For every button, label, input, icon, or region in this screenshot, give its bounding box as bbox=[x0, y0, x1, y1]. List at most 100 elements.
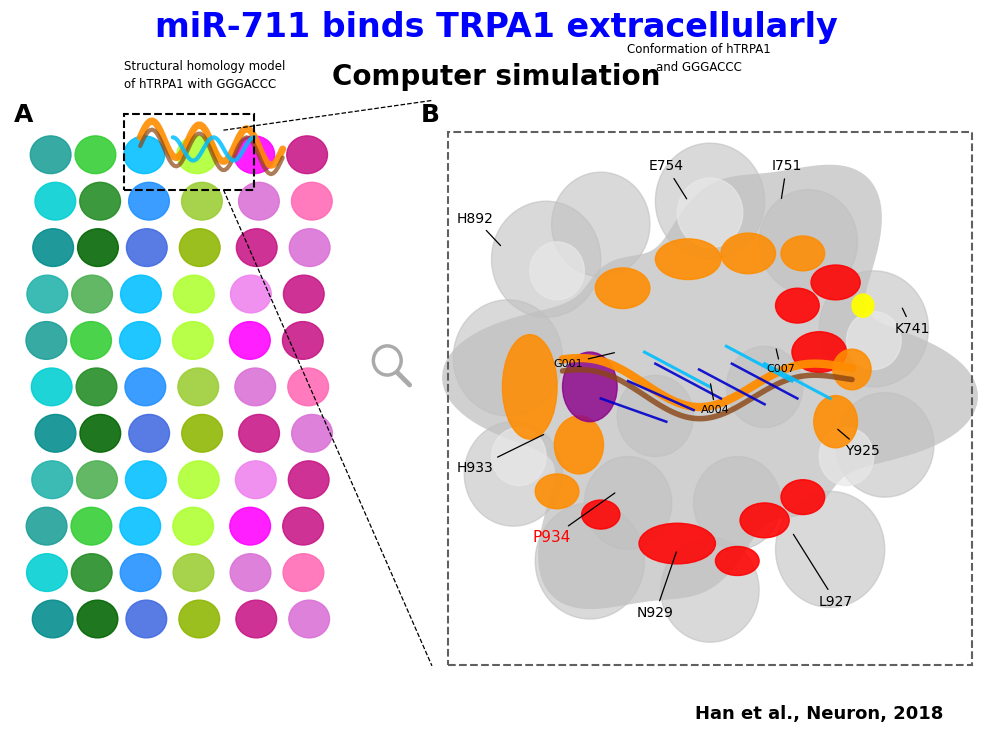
Circle shape bbox=[693, 457, 780, 549]
Ellipse shape bbox=[75, 136, 116, 173]
Ellipse shape bbox=[182, 182, 222, 220]
Ellipse shape bbox=[535, 474, 579, 509]
Text: I751: I751 bbox=[772, 159, 801, 199]
Ellipse shape bbox=[289, 228, 330, 266]
Ellipse shape bbox=[71, 554, 112, 591]
Ellipse shape bbox=[27, 275, 68, 313]
Circle shape bbox=[464, 422, 562, 526]
Ellipse shape bbox=[740, 503, 789, 538]
Ellipse shape bbox=[833, 349, 871, 390]
Ellipse shape bbox=[288, 368, 329, 405]
Ellipse shape bbox=[180, 228, 220, 266]
Text: C007: C007 bbox=[767, 349, 795, 374]
Ellipse shape bbox=[173, 554, 213, 591]
Circle shape bbox=[819, 271, 928, 387]
Ellipse shape bbox=[283, 554, 324, 591]
Circle shape bbox=[819, 428, 874, 486]
Ellipse shape bbox=[289, 600, 330, 638]
Circle shape bbox=[660, 538, 759, 642]
Ellipse shape bbox=[35, 182, 75, 220]
Text: Conformation of hTRPA1
and GGGACCC: Conformation of hTRPA1 and GGGACCC bbox=[628, 42, 771, 74]
Ellipse shape bbox=[780, 480, 824, 515]
Ellipse shape bbox=[780, 236, 824, 271]
Circle shape bbox=[535, 503, 644, 619]
Ellipse shape bbox=[79, 182, 120, 220]
Ellipse shape bbox=[582, 500, 620, 529]
Ellipse shape bbox=[236, 600, 277, 638]
Ellipse shape bbox=[721, 233, 776, 274]
Circle shape bbox=[453, 300, 562, 416]
Circle shape bbox=[492, 201, 601, 317]
Ellipse shape bbox=[76, 368, 117, 405]
Circle shape bbox=[846, 312, 902, 370]
Ellipse shape bbox=[282, 321, 323, 359]
Ellipse shape bbox=[27, 554, 68, 591]
Ellipse shape bbox=[177, 136, 217, 173]
Ellipse shape bbox=[77, 228, 118, 266]
Ellipse shape bbox=[283, 275, 324, 313]
Ellipse shape bbox=[791, 332, 846, 372]
Text: G001: G001 bbox=[553, 353, 615, 369]
Ellipse shape bbox=[238, 182, 279, 220]
Text: K741: K741 bbox=[895, 308, 929, 336]
Ellipse shape bbox=[292, 182, 333, 220]
Ellipse shape bbox=[120, 507, 161, 545]
Ellipse shape bbox=[230, 554, 271, 591]
Text: Computer simulation: Computer simulation bbox=[333, 63, 660, 92]
Ellipse shape bbox=[125, 461, 166, 498]
Ellipse shape bbox=[283, 507, 324, 545]
Ellipse shape bbox=[26, 321, 67, 359]
Ellipse shape bbox=[776, 288, 819, 323]
Text: L927: L927 bbox=[793, 534, 853, 609]
Ellipse shape bbox=[179, 461, 219, 498]
Ellipse shape bbox=[32, 368, 72, 405]
Ellipse shape bbox=[715, 546, 760, 576]
Ellipse shape bbox=[124, 136, 165, 173]
Ellipse shape bbox=[554, 416, 604, 474]
Ellipse shape bbox=[126, 228, 167, 266]
Ellipse shape bbox=[71, 507, 112, 545]
Circle shape bbox=[552, 172, 649, 277]
Ellipse shape bbox=[129, 414, 170, 452]
Ellipse shape bbox=[179, 600, 219, 638]
Ellipse shape bbox=[292, 414, 333, 452]
Circle shape bbox=[530, 242, 584, 300]
Ellipse shape bbox=[182, 414, 222, 452]
Ellipse shape bbox=[129, 182, 170, 220]
Ellipse shape bbox=[234, 136, 274, 173]
Ellipse shape bbox=[852, 294, 874, 317]
Ellipse shape bbox=[235, 461, 276, 498]
Ellipse shape bbox=[77, 600, 118, 638]
Text: N929: N929 bbox=[637, 552, 676, 620]
Text: E754: E754 bbox=[648, 159, 687, 199]
Ellipse shape bbox=[811, 265, 860, 300]
Ellipse shape bbox=[32, 461, 72, 498]
Text: A: A bbox=[14, 103, 34, 126]
Circle shape bbox=[759, 190, 857, 294]
Ellipse shape bbox=[33, 600, 73, 638]
Circle shape bbox=[584, 457, 671, 549]
Ellipse shape bbox=[26, 507, 67, 545]
Ellipse shape bbox=[813, 396, 857, 448]
Text: Y925: Y925 bbox=[838, 429, 880, 458]
Ellipse shape bbox=[80, 414, 121, 452]
Ellipse shape bbox=[287, 136, 328, 173]
Ellipse shape bbox=[562, 352, 617, 422]
Ellipse shape bbox=[173, 321, 213, 359]
Ellipse shape bbox=[71, 321, 111, 359]
Ellipse shape bbox=[235, 368, 276, 405]
Ellipse shape bbox=[288, 461, 329, 498]
Ellipse shape bbox=[119, 321, 160, 359]
Text: Han et al., Neuron, 2018: Han et al., Neuron, 2018 bbox=[695, 705, 943, 723]
Ellipse shape bbox=[229, 507, 270, 545]
Text: P934: P934 bbox=[532, 493, 615, 545]
Bar bbox=[124, 114, 254, 190]
Ellipse shape bbox=[76, 461, 117, 498]
Ellipse shape bbox=[655, 239, 721, 280]
Circle shape bbox=[776, 491, 885, 607]
Ellipse shape bbox=[596, 268, 649, 309]
Circle shape bbox=[655, 143, 765, 259]
Ellipse shape bbox=[33, 228, 73, 266]
Ellipse shape bbox=[229, 321, 270, 359]
Circle shape bbox=[492, 428, 546, 486]
